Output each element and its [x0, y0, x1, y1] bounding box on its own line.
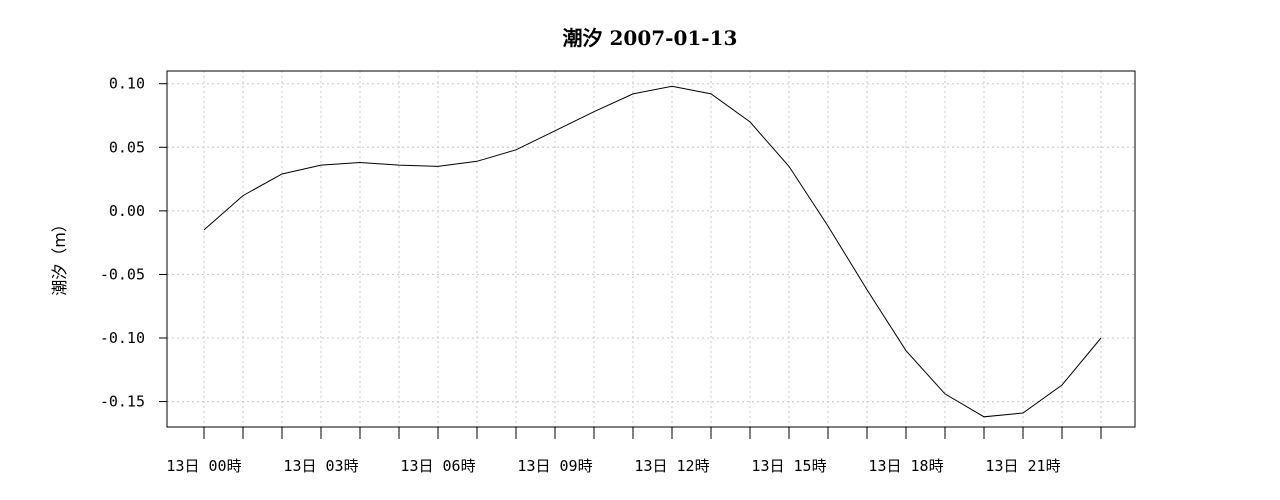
series-layer [203, 85, 1102, 418]
x-axis: 13日 00時 13日 03時 13日 06時 13日 09時 13日 12時 13日 1… [166, 427, 1102, 475]
x-tick-label: 13日 06時 [400, 457, 475, 475]
grid-layer [167, 71, 1135, 427]
y-tick-label: -0.05 [100, 265, 145, 283]
y-axis-label: 潮汐（m） [50, 216, 69, 296]
tide-series-line [203, 85, 1102, 418]
y-tick-label: 0.00 [109, 202, 145, 220]
y-tick-label: -0.10 [100, 329, 145, 347]
x-tick-label: 13日 21時 [985, 457, 1060, 475]
plot-frame [166, 70, 1136, 428]
x-tick-label: 13日 18時 [868, 457, 943, 475]
x-tick-label: 13日 12時 [634, 457, 709, 475]
y-axis: 0.10 0.05 0.00 -0.05 -0.10 -0.15 [100, 75, 167, 411]
y-tick-label: 0.10 [109, 75, 145, 93]
x-tick-label: 13日 00時 [166, 457, 241, 475]
chart-title: 潮汐 2007-01-13 [563, 26, 738, 50]
y-tick-label: -0.15 [100, 393, 145, 411]
y-tick-label: 0.05 [109, 138, 145, 156]
x-tick-label: 13日 09時 [517, 457, 592, 475]
x-tick-label: 13日 03時 [283, 457, 358, 475]
x-tick-label: 13日 15時 [751, 457, 826, 475]
